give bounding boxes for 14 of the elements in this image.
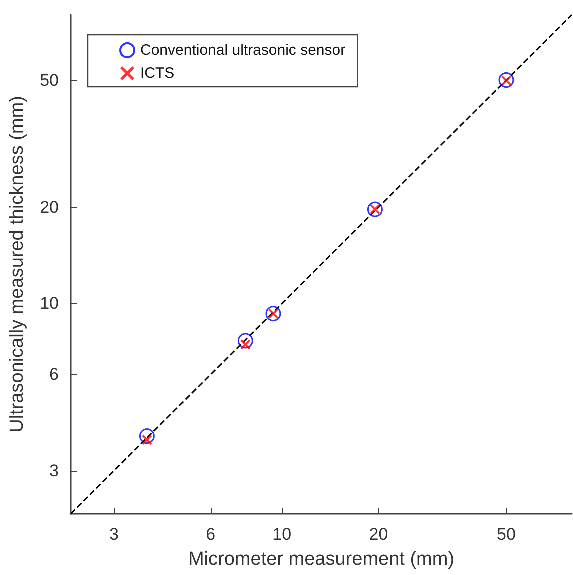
y-tick-label: 6 — [50, 365, 59, 384]
legend-label: Conventional ultrasonic sensor — [140, 42, 346, 59]
x-tick-label: 6 — [206, 525, 216, 544]
y-tick-label: 3 — [50, 461, 59, 480]
x-tick-label: 3 — [110, 525, 119, 544]
y-tick-label: 10 — [40, 294, 59, 314]
x-tick-label: 20 — [369, 525, 388, 544]
y-tick-label: 20 — [40, 198, 59, 217]
y-axis-title: Ultrasonically measured thickness (mm) — [7, 96, 28, 433]
x-axis-title: Micrometer measurement (mm) — [188, 549, 455, 570]
y-tick-label: 50 — [40, 70, 59, 90]
x-tick-label: 10 — [272, 525, 292, 544]
legend-label: ICTS — [140, 65, 175, 82]
x-tick-label: 50 — [497, 525, 516, 544]
